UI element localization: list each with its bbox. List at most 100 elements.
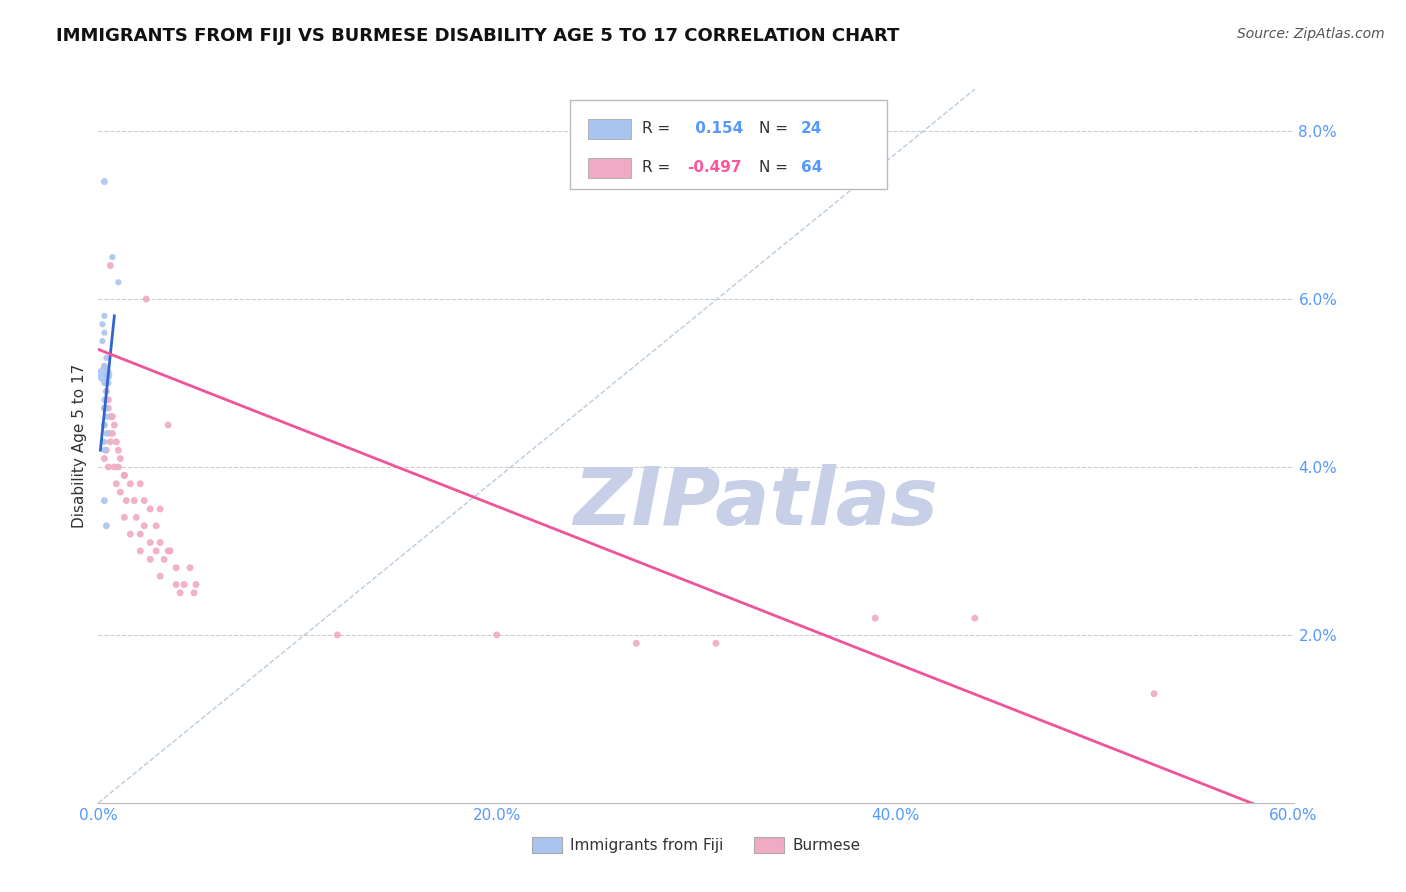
Point xyxy=(96,443,118,458)
Point xyxy=(97,460,120,475)
Text: R =: R = xyxy=(643,120,675,136)
Point xyxy=(124,493,146,508)
Point xyxy=(139,535,162,549)
Point xyxy=(129,544,152,558)
Point xyxy=(101,250,124,264)
Point xyxy=(963,611,986,625)
Point xyxy=(112,468,135,483)
Point xyxy=(120,476,142,491)
Text: R =: R = xyxy=(643,160,675,175)
Point xyxy=(125,510,148,524)
Point xyxy=(129,476,152,491)
Point xyxy=(101,409,124,424)
Point xyxy=(93,451,115,466)
Point xyxy=(98,409,122,424)
Point xyxy=(105,434,128,449)
Point xyxy=(103,460,125,475)
Point xyxy=(145,544,167,558)
Point xyxy=(98,259,122,273)
Point xyxy=(93,359,115,374)
Point xyxy=(96,368,118,382)
Point xyxy=(93,359,115,374)
Point xyxy=(93,417,115,432)
Point xyxy=(93,309,115,323)
Point xyxy=(157,544,180,558)
Point xyxy=(96,376,118,390)
Point xyxy=(326,628,349,642)
Point xyxy=(149,569,172,583)
Text: -0.497: -0.497 xyxy=(688,160,742,175)
FancyBboxPatch shape xyxy=(589,158,631,178)
Point xyxy=(107,443,129,458)
Point xyxy=(96,409,118,424)
Point xyxy=(145,518,167,533)
Text: 24: 24 xyxy=(801,120,823,136)
Point xyxy=(97,376,120,390)
Point xyxy=(485,628,508,642)
Point xyxy=(112,468,135,483)
FancyBboxPatch shape xyxy=(589,119,631,139)
Point xyxy=(183,586,205,600)
Text: Source: ZipAtlas.com: Source: ZipAtlas.com xyxy=(1237,27,1385,41)
Text: N =: N = xyxy=(759,160,793,175)
Text: IMMIGRANTS FROM FIJI VS BURMESE DISABILITY AGE 5 TO 17 CORRELATION CHART: IMMIGRANTS FROM FIJI VS BURMESE DISABILI… xyxy=(56,27,900,45)
Text: 64: 64 xyxy=(801,160,823,175)
Point xyxy=(101,426,124,441)
Legend: Immigrants from Fiji, Burmese: Immigrants from Fiji, Burmese xyxy=(526,831,866,859)
Text: ZIPatlas: ZIPatlas xyxy=(574,464,938,542)
Point xyxy=(93,434,115,449)
Point xyxy=(93,401,115,416)
Point xyxy=(129,527,152,541)
Point xyxy=(157,417,180,432)
Point xyxy=(159,544,181,558)
Text: 0.154: 0.154 xyxy=(690,120,744,136)
Point xyxy=(97,392,120,407)
Point xyxy=(107,275,129,289)
Point xyxy=(93,443,115,458)
Point xyxy=(120,527,142,541)
FancyBboxPatch shape xyxy=(571,100,887,189)
Point xyxy=(110,451,132,466)
Point xyxy=(96,426,118,441)
Point xyxy=(96,518,118,533)
Point xyxy=(93,368,115,382)
Point xyxy=(165,577,187,591)
Point xyxy=(149,502,172,516)
Point xyxy=(93,417,115,432)
Y-axis label: Disability Age 5 to 17: Disability Age 5 to 17 xyxy=(72,364,87,528)
Point xyxy=(135,292,157,306)
Point xyxy=(93,493,115,508)
Point xyxy=(110,485,132,500)
Point xyxy=(112,510,135,524)
Point xyxy=(93,175,115,189)
Point xyxy=(139,502,162,516)
Point xyxy=(96,401,118,416)
Point xyxy=(105,476,128,491)
Point xyxy=(96,384,118,399)
Point xyxy=(179,560,201,574)
Point xyxy=(169,586,191,600)
Point xyxy=(91,318,114,332)
Point xyxy=(704,636,727,650)
Point xyxy=(98,434,122,449)
Point xyxy=(165,560,187,574)
Point xyxy=(134,518,156,533)
Point xyxy=(103,417,125,432)
Point xyxy=(184,577,207,591)
Point xyxy=(626,636,648,650)
Point xyxy=(1143,687,1166,701)
Point xyxy=(173,577,195,591)
Point xyxy=(134,493,156,508)
Point xyxy=(93,376,115,390)
Point xyxy=(865,611,887,625)
Point xyxy=(97,401,120,416)
Point xyxy=(139,552,162,566)
Point xyxy=(153,552,176,566)
Point xyxy=(107,460,129,475)
Point xyxy=(91,334,114,348)
Point xyxy=(93,392,115,407)
Point xyxy=(149,535,172,549)
Point xyxy=(115,493,138,508)
Point xyxy=(96,384,118,399)
Text: N =: N = xyxy=(759,120,793,136)
